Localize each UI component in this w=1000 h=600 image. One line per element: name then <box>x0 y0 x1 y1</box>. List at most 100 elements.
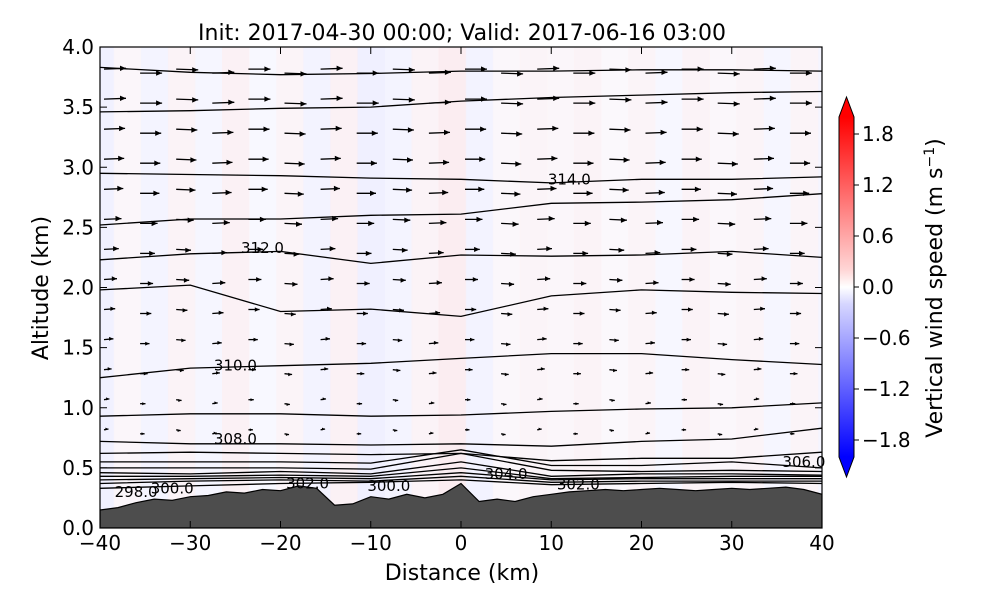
wind-vector <box>537 65 560 71</box>
wind-vector <box>284 342 294 347</box>
wind-vector <box>645 310 657 315</box>
wind-vector <box>573 402 579 406</box>
wind-vector <box>789 160 811 166</box>
wind-vector <box>284 131 306 137</box>
wind-vector <box>465 126 487 132</box>
wind-vector <box>392 187 413 193</box>
w-shading-band <box>167 47 196 528</box>
wind-vector <box>717 71 740 77</box>
wind-vector <box>356 130 378 136</box>
wind-vector <box>212 401 218 405</box>
wind-vector <box>681 186 701 192</box>
w-shading-band <box>357 47 386 528</box>
wind-vector <box>645 129 667 136</box>
wind-vector <box>573 311 585 316</box>
wind-vector <box>176 157 197 163</box>
wind-vector <box>753 215 772 222</box>
wind-vector <box>212 189 232 196</box>
wind-vector <box>356 402 363 406</box>
wind-vector <box>284 372 293 377</box>
wind-vector <box>717 342 728 347</box>
wind-vector <box>248 186 268 192</box>
wind-vector <box>248 126 270 132</box>
wind-vector <box>140 190 160 196</box>
wind-vector <box>140 402 146 406</box>
wind-vector <box>789 281 803 286</box>
contour-label: 314.0 <box>548 170 591 188</box>
wind-vector <box>103 95 127 101</box>
wind-vector <box>573 281 587 286</box>
wind-vector <box>392 338 403 343</box>
wind-vector <box>176 277 190 283</box>
w-shading-band <box>438 47 467 528</box>
colorbar-frame <box>838 95 855 479</box>
wind-vector <box>284 191 304 197</box>
wind-vector <box>428 340 439 345</box>
wind-vector <box>428 431 434 435</box>
wind-vector <box>609 399 615 402</box>
wind-vector <box>212 371 220 375</box>
wind-vector <box>537 336 547 341</box>
wind-vector <box>501 131 523 137</box>
wind-vector <box>645 340 655 345</box>
wind-vector <box>320 155 341 162</box>
wind-vector <box>789 371 798 376</box>
wind-vector <box>103 276 118 282</box>
x-tick-label: 20 <box>629 531 654 555</box>
w-shading-band <box>519 47 548 528</box>
wind-vector <box>573 190 593 196</box>
wind-vector <box>320 336 331 341</box>
wind-vector <box>392 429 398 432</box>
wind-vector <box>573 100 596 106</box>
wind-vector <box>176 399 182 402</box>
wind-vector <box>356 281 370 286</box>
w-shading-band <box>384 47 413 528</box>
wind-vector <box>501 372 509 377</box>
wind-vector <box>609 187 629 193</box>
wind-vector <box>789 220 808 227</box>
theta-contour-line <box>100 284 822 318</box>
wind-vector <box>501 403 507 406</box>
wind-vector <box>500 433 506 436</box>
y-axis-label: Altitude (km) <box>29 216 54 360</box>
wind-vector <box>284 221 303 227</box>
wind-vector <box>465 367 473 372</box>
wind-vector <box>212 219 230 226</box>
wind-vector <box>573 371 581 376</box>
wind-vector <box>320 95 343 101</box>
wind-vector <box>356 341 367 346</box>
w-shading-band <box>546 47 575 528</box>
theta-contour-line <box>100 352 822 379</box>
wind-vector <box>645 189 665 196</box>
wind-vector <box>103 215 122 222</box>
w-shading-band <box>465 47 494 528</box>
wind-vector <box>103 125 126 132</box>
wind-vector <box>573 130 595 136</box>
wind-vector <box>320 65 343 71</box>
colorbar-tick-label: 0.0 <box>862 275 894 299</box>
y-tick-label: 4.0 <box>62 35 94 59</box>
wind-vector <box>176 308 188 313</box>
x-tick-label: 30 <box>719 531 744 555</box>
wind-vector <box>392 157 414 163</box>
w-shading-band <box>330 47 358 528</box>
wind-vector <box>320 427 326 431</box>
chart-title: Init: 2017-04-30 00:00; Valid: 2017-06-1… <box>198 21 726 46</box>
wind-vector <box>465 277 478 282</box>
wind-vector <box>537 276 551 282</box>
theta-contour-line <box>100 451 822 462</box>
wind-vector <box>140 341 150 346</box>
wind-vector <box>645 431 651 435</box>
wind-vector <box>428 280 442 286</box>
wind-vector <box>717 372 726 377</box>
wind-vector <box>537 185 557 192</box>
wind-vector <box>645 280 659 286</box>
y-tick-label: 1.5 <box>62 336 94 360</box>
w-shading-band <box>249 47 277 528</box>
colorbar-tick-label: −1.8 <box>862 428 911 452</box>
theta-contour-line <box>100 427 822 447</box>
wind-vector <box>103 397 110 401</box>
wind-vector <box>609 368 618 373</box>
wind-vector <box>356 160 377 166</box>
wind-vector <box>573 220 591 227</box>
